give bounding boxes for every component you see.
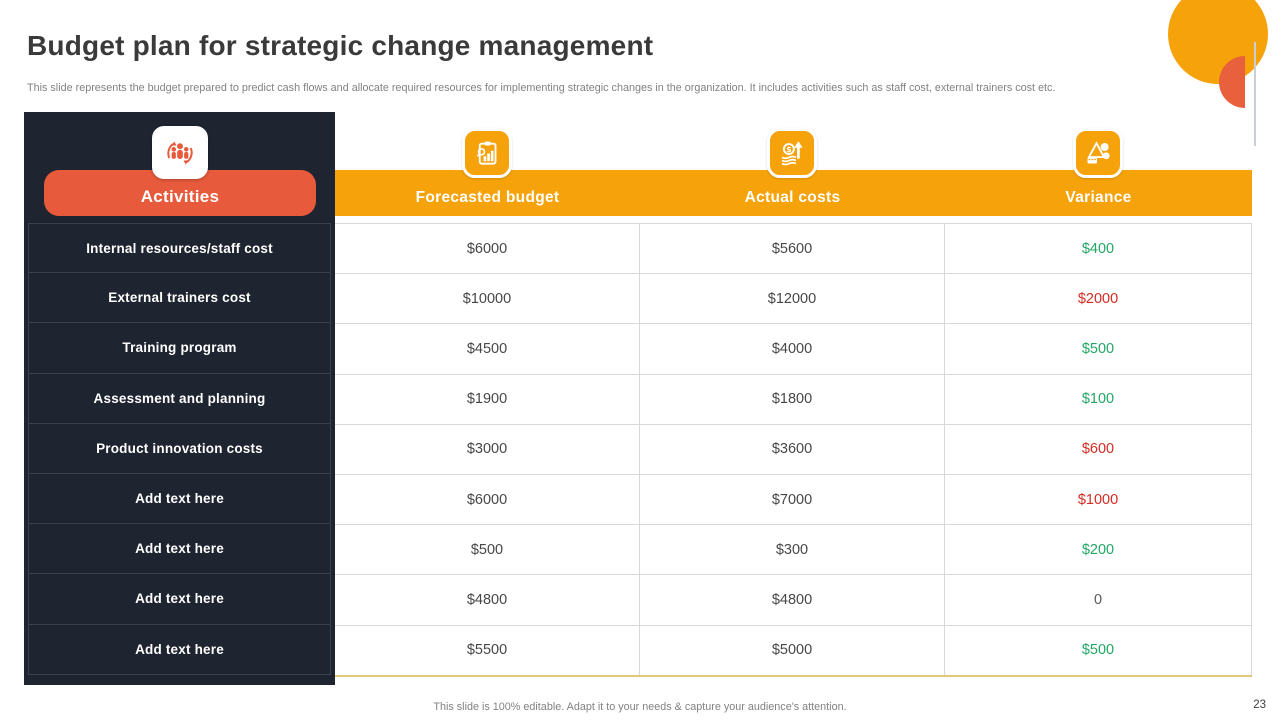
variance-value: $200 (945, 525, 1252, 576)
activity-label: Add text here (28, 623, 331, 675)
forecasted-value: $6000 (335, 474, 640, 526)
decor-orange-circle (1168, 0, 1268, 84)
actual-value: $12000 (640, 274, 945, 325)
editable-note: This slide is 100% editable. Adapt it to… (433, 701, 847, 713)
actual-value: $300 (640, 525, 945, 576)
actual-value: $3600 (640, 424, 945, 475)
forecasted-value: $500 (335, 525, 640, 576)
forecasted-value: $1900 (335, 374, 640, 425)
variance-value: 0 (945, 575, 1252, 626)
variance-value: $100 (945, 374, 1252, 425)
activity-label: Training program (28, 322, 331, 374)
activity-label: External trainers cost (28, 272, 331, 324)
actual-value: $5600 (640, 224, 945, 275)
column-header-forecasted: Forecasted budget (415, 189, 560, 206)
activity-label: Product innovation costs (28, 422, 331, 474)
forecasted-value: $6000 (335, 224, 640, 275)
activity-label: Add text here (28, 472, 331, 525)
forecasted-value: $3000 (335, 424, 640, 475)
activities-column: Internal resources/staff cost External t… (28, 223, 331, 675)
page-number: 23 (1253, 699, 1266, 711)
actual-value: $4000 (640, 324, 945, 375)
column-header-variance: Variance (1065, 189, 1132, 206)
actual-value: $4800 (640, 575, 945, 626)
actual-value: $7000 (640, 474, 945, 526)
svg-text:$: $ (786, 145, 792, 154)
page-title: Budget plan for strategic change managem… (27, 30, 654, 61)
budget-table-values: $6000 $5600 $400 $10000 $12000 $2000 $45… (335, 223, 1252, 676)
activity-label: Add text here (28, 523, 331, 575)
variance-value: $400 (945, 224, 1252, 275)
activities-icon-tile (152, 126, 208, 179)
decor-vertical-line (1254, 42, 1256, 146)
costs-growth-icon: $ (767, 128, 817, 178)
actual-value: $5000 (640, 625, 945, 676)
variance-value: $600 (945, 424, 1252, 475)
actual-value: $1800 (640, 374, 945, 425)
forecasted-value: $5500 (335, 625, 640, 676)
slide-description: This slide represents the budget prepare… (27, 82, 1056, 94)
variance-value: $500 (945, 324, 1252, 375)
forecasted-value: $4500 (335, 324, 640, 375)
variance-value: $2000 (945, 274, 1252, 325)
variance-value: $1000 (945, 474, 1252, 526)
forecasted-value: $10000 (335, 274, 640, 325)
column-header-actual: Actual costs (744, 189, 841, 206)
activity-label: Internal resources/staff cost (28, 223, 331, 274)
activity-label: Add text here (28, 573, 331, 625)
table-bottom-accent (335, 675, 1252, 677)
activity-label: Assessment and planning (28, 372, 331, 424)
forecasted-value: $4800 (335, 575, 640, 626)
clipboard-chart-icon (462, 128, 512, 178)
people-sync-icon (163, 136, 197, 170)
shapes-variance-icon (1073, 128, 1123, 178)
variance-value: $500 (945, 625, 1252, 676)
activities-header-label: Activities (140, 187, 220, 206)
